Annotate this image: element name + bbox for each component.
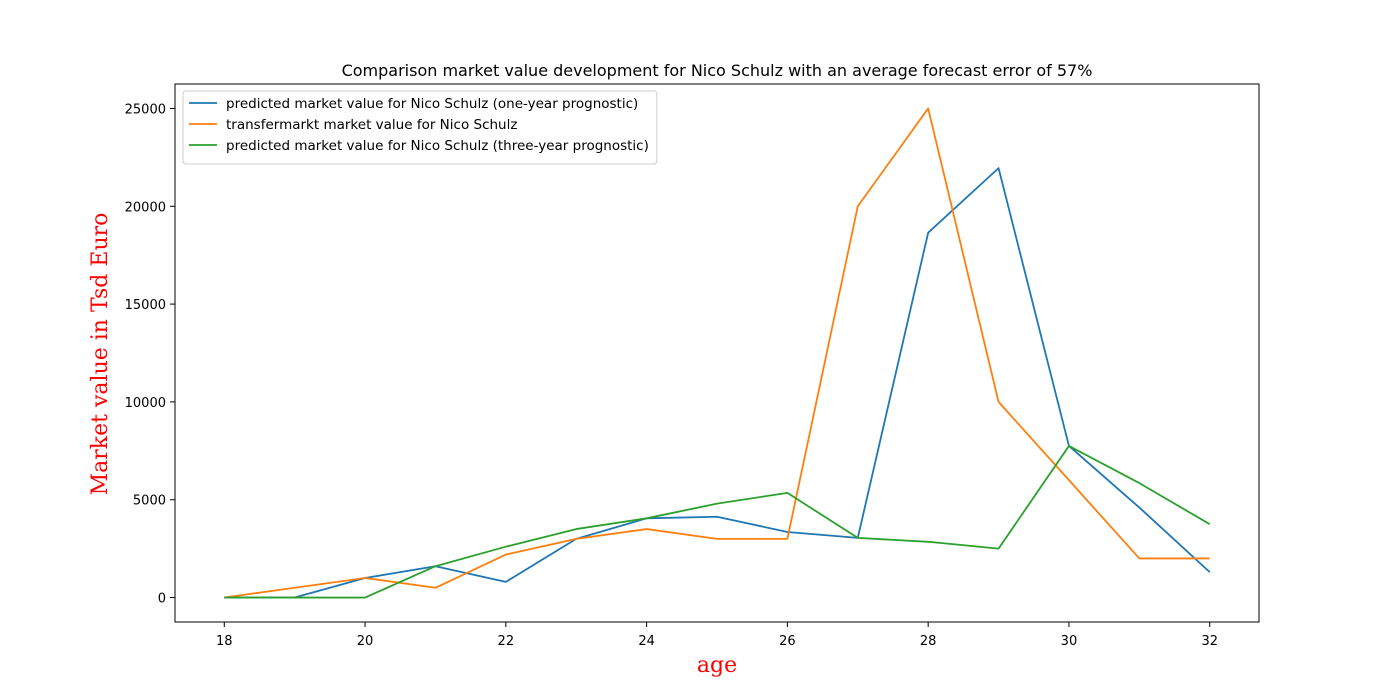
legend-box	[182, 90, 658, 165]
y-tick-label: 15000	[125, 298, 166, 313]
legend-entry: transfermarkt market value for Nico Schu…	[226, 117, 517, 133]
x-tick-label: 22	[498, 634, 515, 649]
x-tick-label: 26	[779, 634, 796, 649]
x-axis-label: age	[697, 653, 737, 678]
y-tick-label: 10000	[125, 396, 166, 411]
y-tick-label: 25000	[125, 102, 166, 117]
legend: predicted market value for Nico Schulz (…	[182, 90, 658, 165]
y-tick-label: 5000	[133, 494, 166, 509]
y-tick-label: 0	[158, 592, 166, 607]
y-axis-label: Market value in Tsd Euro	[88, 213, 113, 496]
series-line-1	[224, 167, 1211, 599]
legend-entry: predicted market value for Nico Schulz (…	[226, 138, 649, 154]
x-tick-label: 30	[1061, 634, 1078, 649]
x-tick-label: 28	[920, 634, 937, 649]
chart-title: Comparison market value development for …	[342, 61, 1093, 80]
x-tick-label: 18	[216, 634, 233, 649]
plot-area	[174, 83, 1260, 623]
y-axis-ticks: 0 5000 10000 15000 20000 25000	[125, 102, 175, 607]
legend-entry: predicted market value for Nico Schulz (…	[226, 96, 638, 112]
x-axis-ticks: 18 20 22 24 26 28 30 32	[216, 622, 1218, 649]
plot-frame	[174, 83, 1260, 623]
y-tick-label: 20000	[125, 200, 166, 215]
x-tick-label: 24	[638, 634, 655, 649]
x-tick-label: 20	[357, 634, 374, 649]
x-tick-label: 32	[1201, 634, 1218, 649]
series-line-2	[224, 107, 1210, 599]
series-line-3	[224, 445, 1211, 599]
series-lines	[224, 107, 1211, 599]
